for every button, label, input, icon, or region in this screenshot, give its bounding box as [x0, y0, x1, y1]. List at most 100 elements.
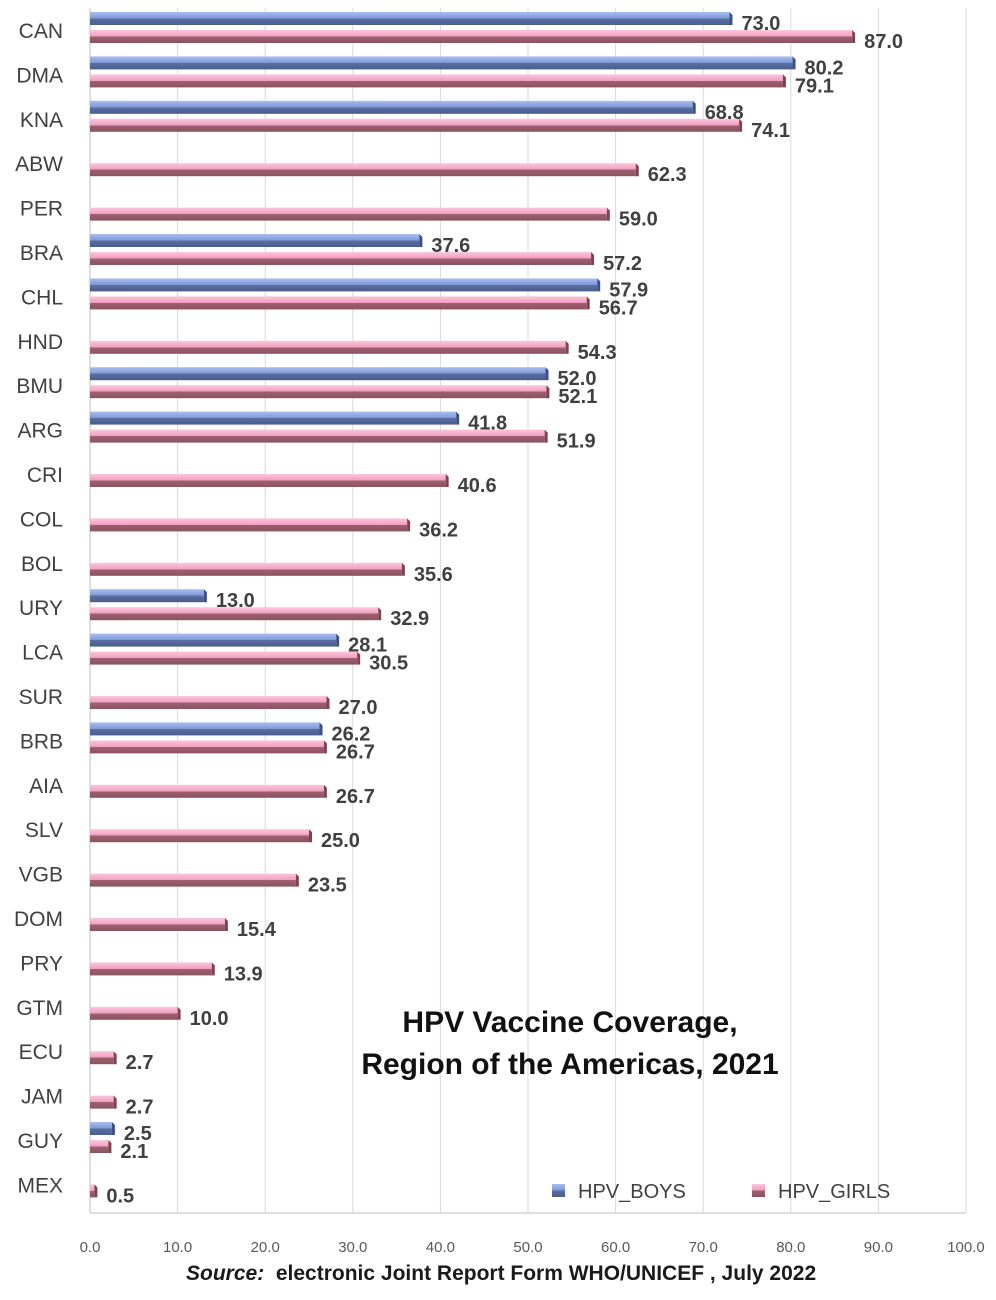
category-label: JAM [21, 1086, 63, 1109]
bar-end-cap [295, 873, 299, 887]
bar-end-cap [357, 651, 361, 665]
category-label: CHL [21, 286, 63, 309]
bar-hpv-girls [90, 651, 358, 665]
value-label: 73.0 [741, 13, 780, 35]
value-label: 41.8 [468, 413, 507, 435]
bar-hpv-boys [90, 633, 337, 647]
category-label: CRI [27, 464, 63, 487]
bar-end-cap [203, 589, 207, 603]
value-labels: 73.0 87.0 80.279.1 68.8 74.1 62.3 59.0 37.6 57.2… [106, 13, 903, 1207]
bar-end-cap [407, 518, 411, 532]
bar-hpv-girls [90, 562, 402, 576]
x-tick-label: 70.0 [689, 1239, 718, 1256]
bar-end-cap [211, 962, 215, 976]
bar-hpv-girls [90, 1095, 114, 1109]
x-tick-label: 90.0 [864, 1239, 893, 1256]
bar-hpv-girls [90, 163, 636, 177]
x-tick-label: 0.0 [80, 1239, 101, 1256]
bar-hpv-boys [90, 56, 793, 70]
bar-end-cap [326, 696, 330, 709]
value-label: 23.5 [308, 875, 347, 897]
x-tick-label: 40.0 [426, 1239, 455, 1256]
category-label: DOM [14, 908, 63, 931]
bar-hpv-girls [90, 252, 592, 265]
bar-hpv-boys [90, 367, 546, 381]
bar-hpv-girls [90, 118, 740, 132]
x-tick-label: 20.0 [251, 1239, 280, 1256]
bar-end-cap [729, 12, 733, 25]
value-label: 52.0 [558, 368, 597, 390]
bar-end-cap [597, 278, 601, 292]
value-label: 26.7 [336, 741, 375, 763]
value-label: 56.7 [599, 297, 638, 319]
value-label: 37.6 [431, 235, 470, 257]
category-label: PER [20, 198, 63, 221]
value-label: 32.9 [390, 608, 429, 630]
bar-hpv-boys [90, 722, 320, 736]
legend-swatch-hpv-girls [752, 1184, 765, 1197]
value-label: 2.5 [124, 1123, 152, 1145]
bar-end-cap [565, 340, 569, 354]
bar-end-cap [545, 367, 549, 381]
value-label: 2.7 [126, 1052, 154, 1074]
value-label: 62.3 [648, 164, 687, 186]
category-label: BOL [21, 553, 63, 576]
category-label: DMA [16, 64, 63, 87]
source-text: electronic Joint Report Form WHO/UNICEF … [275, 1262, 817, 1285]
value-label: 40.6 [458, 475, 497, 497]
value-label: 36.2 [419, 519, 458, 541]
x-axis-ticks: 0.0 10.0 20.0 30.0 40.0 50.0 60.0 70.0 80.0 90.0 1… [80, 1239, 985, 1256]
bar-end-cap [94, 1184, 98, 1198]
bar-end-cap [108, 1140, 112, 1153]
value-label: 68.8 [705, 102, 744, 124]
bar-end-cap [336, 633, 340, 647]
value-label: 0.5 [106, 1185, 134, 1207]
bar-end-cap [309, 829, 312, 843]
value-label: 51.9 [557, 431, 596, 453]
category-label: VGB [19, 864, 63, 887]
bar-hpv-girls [90, 918, 225, 931]
x-tick-label: 100.0 [947, 1239, 985, 1256]
category-label: SUR [19, 686, 63, 709]
bar-end-cap [852, 30, 856, 43]
chart-title-line-2: Region of the Americas, 2021 [361, 1048, 779, 1081]
bar-hpv-girls [90, 296, 587, 310]
value-label: 57.9 [609, 279, 648, 301]
legend-label: HPV_BOYS [578, 1181, 686, 1203]
bar-hpv-girls [90, 74, 783, 88]
x-tick-label: 30.0 [338, 1239, 367, 1256]
x-tick-label: 10.0 [163, 1239, 192, 1256]
bar-hpv-girls [90, 474, 446, 487]
bar-hpv-girls [90, 696, 327, 709]
bar-end-cap [224, 918, 228, 931]
bar-end-cap [456, 411, 460, 425]
bar-hpv-girls [90, 784, 324, 798]
value-label: 54.3 [578, 342, 617, 364]
category-label: ARG [17, 420, 63, 443]
value-label: 87.0 [864, 31, 903, 53]
bar-hpv-boys [90, 100, 693, 114]
value-label: 2.7 [126, 1097, 154, 1119]
bar-hpv-boys [90, 1122, 112, 1135]
bar-end-cap [111, 1122, 115, 1135]
bar-hpv-girls [90, 873, 296, 887]
bar-hpv-girls [90, 607, 379, 621]
bar-end-cap [739, 118, 743, 132]
bar-end-cap [606, 207, 610, 221]
legend-swatch-hpv-boys [552, 1184, 565, 1197]
category-label: LCA [22, 642, 63, 665]
bar-hpv-girls [90, 518, 408, 532]
category-labels: CAN DMA KNA ABW PER BRA CHL HND BMU ARG CRI COL BOL U… [14, 20, 63, 1197]
value-label: 74.1 [751, 120, 790, 142]
category-label: CAN [19, 20, 63, 43]
category-label: PRY [20, 952, 63, 975]
bar-hpv-boys [90, 12, 730, 25]
value-label: 25.0 [321, 830, 360, 852]
bar-hpv-boys [90, 411, 457, 425]
bar-end-cap [323, 740, 327, 754]
category-label: BMU [16, 375, 63, 398]
bar-hpv-girls [90, 1006, 178, 1020]
bar-end-cap [319, 722, 323, 736]
bar-hpv-girls [90, 829, 309, 843]
bar-hpv-girls [90, 385, 547, 399]
